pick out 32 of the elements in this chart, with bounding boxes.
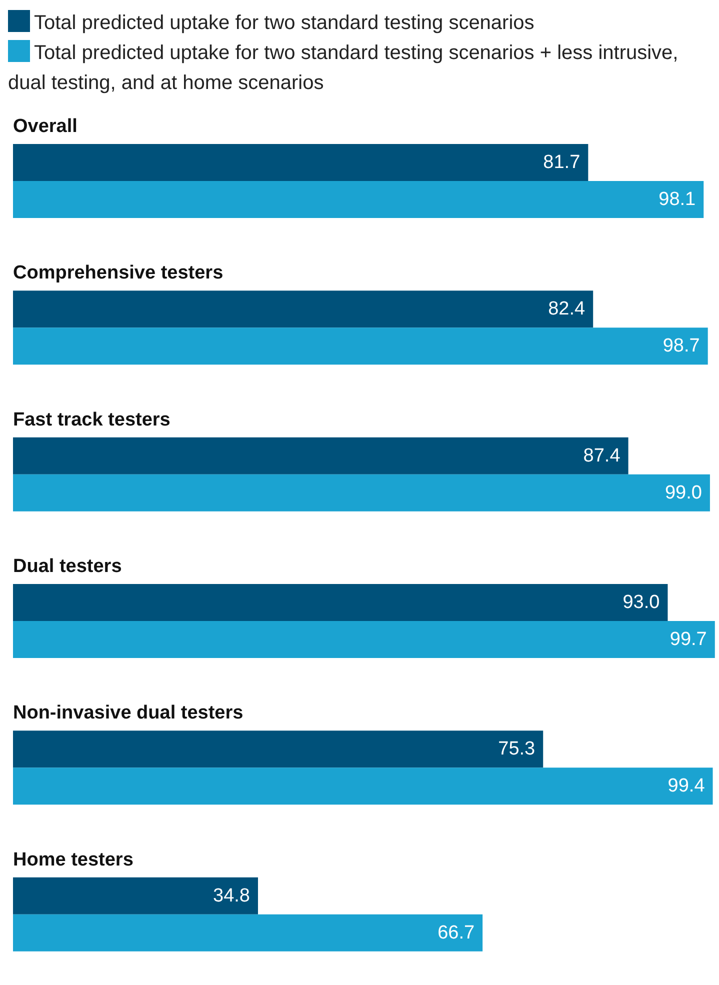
bar xyxy=(13,437,628,474)
y-tick-label: Home testers xyxy=(13,849,134,870)
data-label: 66.7 xyxy=(438,922,475,944)
bar xyxy=(13,144,588,181)
data-label: 75.3 xyxy=(498,738,536,760)
data-label: 93.0 xyxy=(622,592,660,613)
bar xyxy=(13,474,710,512)
bar xyxy=(13,621,715,658)
data-label: 99.7 xyxy=(670,629,707,650)
data-label: 98.1 xyxy=(658,189,696,210)
bar xyxy=(13,730,544,768)
legend-label: Total predicted uptake for two standard testing scenarios + less intrusive, dual testing, and at home scenarios xyxy=(8,42,678,94)
data-label: 34.8 xyxy=(213,885,250,906)
bar xyxy=(13,181,704,218)
y-tick-label: Comprehensive testers xyxy=(13,262,224,284)
bar xyxy=(13,768,713,805)
data-label: 99.4 xyxy=(668,776,706,797)
data-label: 99.0 xyxy=(664,482,702,504)
y-tick-label: Dual testers xyxy=(13,556,122,577)
y-tick-label: Non-invasive dual testers xyxy=(13,702,244,724)
data-label: 87.4 xyxy=(583,445,621,466)
bar xyxy=(13,328,708,365)
bar xyxy=(13,877,258,914)
y-tick-label: Overall xyxy=(13,116,78,137)
legend-label: Total predicted uptake for two standard testing scenarios xyxy=(34,12,534,34)
data-label: 98.7 xyxy=(662,336,700,357)
bar xyxy=(13,584,668,621)
data-label: 82.4 xyxy=(548,298,586,320)
bar xyxy=(13,290,594,328)
bar xyxy=(13,914,483,952)
y-tick-label: Fast track testers xyxy=(13,409,170,430)
data-label: 81.7 xyxy=(543,152,580,173)
